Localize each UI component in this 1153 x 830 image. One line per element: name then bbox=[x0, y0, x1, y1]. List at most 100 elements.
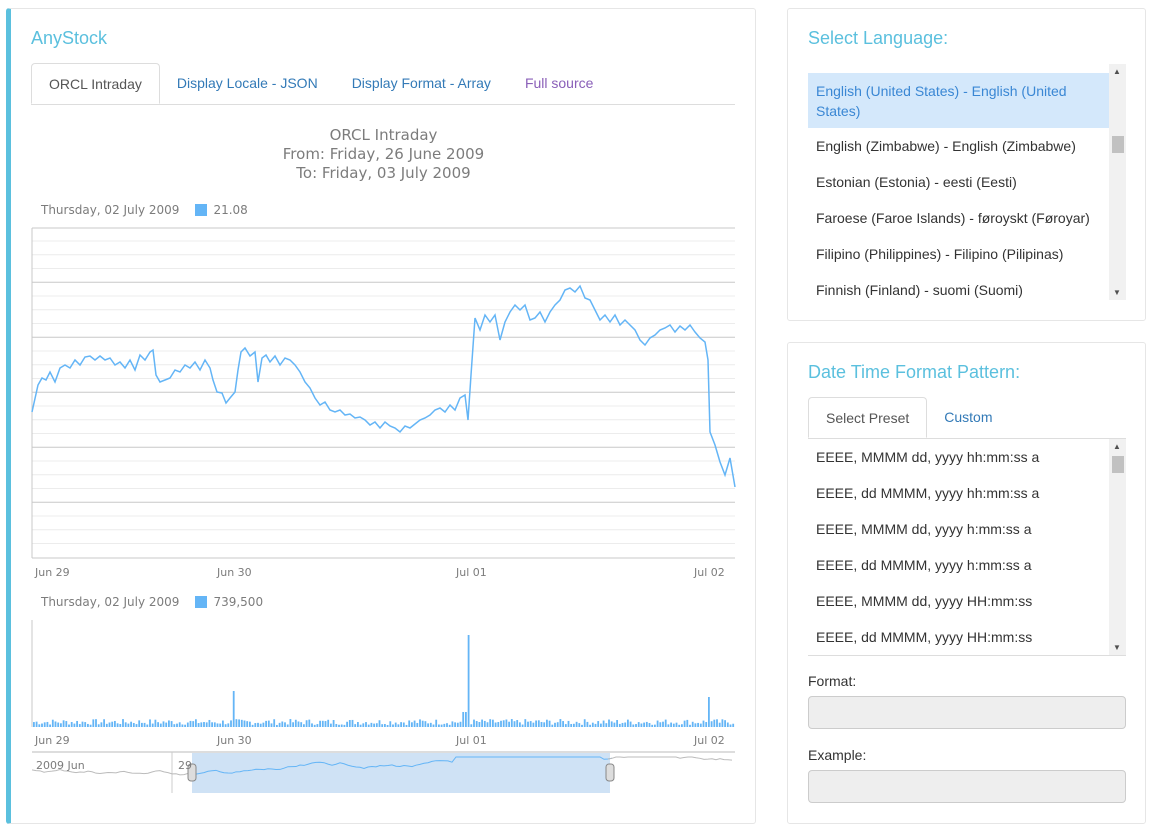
volume-bar bbox=[600, 723, 602, 727]
language-scrollbar[interactable]: ▲ ▼ bbox=[1109, 64, 1126, 300]
stock-chart[interactable] bbox=[0, 0, 760, 830]
volume-bar bbox=[473, 719, 475, 727]
volume-bar bbox=[392, 724, 394, 727]
volume-bar bbox=[367, 724, 370, 727]
tab-display-locale-json[interactable]: Display Locale - JSON bbox=[176, 75, 318, 91]
tab-full-source[interactable]: Full source bbox=[524, 75, 594, 91]
volume-bar bbox=[375, 723, 378, 727]
volume-bar bbox=[311, 723, 313, 727]
volume-bar bbox=[230, 720, 232, 727]
preset-option[interactable]: EEEE, dd MMMM, yyyy h:mm:ss a bbox=[816, 557, 1032, 573]
scroller-left-handle[interactable] bbox=[187, 763, 197, 782]
volume-bar bbox=[583, 719, 586, 727]
language-option[interactable]: Estonian (Estonia) - eesti (Eesti) bbox=[816, 174, 1017, 190]
volume-bar bbox=[581, 724, 583, 727]
volume-bar bbox=[594, 723, 597, 727]
volume-bar bbox=[257, 722, 259, 727]
language-option[interactable]: Faroese (Faroe Islands) - føroyskt (Føro… bbox=[816, 210, 1090, 226]
preset-option[interactable]: EEEE, MMMM dd, yyyy h:mm:ss a bbox=[816, 521, 1032, 537]
volume-bar bbox=[278, 722, 281, 727]
volume-bar bbox=[462, 712, 465, 727]
preset-listbox[interactable]: EEEE, MMMM dd, yyyy hh:mm:ss a EEEE, dd … bbox=[808, 439, 1126, 656]
volume-bar bbox=[365, 722, 367, 727]
volume-bar bbox=[378, 720, 381, 727]
scroll-down-icon[interactable]: ▼ bbox=[1113, 643, 1121, 652]
volume-bar bbox=[591, 722, 594, 727]
volume-bar bbox=[573, 723, 575, 727]
volume-bar bbox=[373, 723, 375, 727]
volume-bar bbox=[195, 719, 197, 727]
volume-bar bbox=[421, 720, 424, 727]
preset-option[interactable]: EEEE, MMMM dd, yyyy hh:mm:ss a bbox=[816, 449, 1040, 465]
volume-bar bbox=[35, 721, 38, 727]
volume-bar bbox=[159, 723, 162, 727]
scrollbar-thumb[interactable] bbox=[1112, 136, 1124, 153]
volume-bar bbox=[459, 721, 462, 727]
volume-bar bbox=[308, 719, 311, 727]
volume-bar bbox=[448, 724, 451, 727]
volume-bar bbox=[343, 724, 346, 727]
volume-bar bbox=[532, 722, 535, 727]
volume-bar bbox=[456, 722, 459, 727]
tab-display-format-array[interactable]: Display Format - Array bbox=[351, 75, 491, 91]
volume-bar bbox=[659, 722, 662, 727]
volume-bar bbox=[114, 720, 116, 727]
scroll-down-icon[interactable]: ▼ bbox=[1113, 288, 1121, 297]
scrollbar-thumb[interactable] bbox=[1112, 456, 1124, 473]
preset-scrollbar[interactable]: ▲ ▼ bbox=[1109, 439, 1126, 655]
format-input[interactable] bbox=[808, 696, 1126, 729]
volume-bar bbox=[138, 720, 141, 727]
volume-bar bbox=[243, 720, 246, 727]
volume-bar bbox=[389, 721, 392, 727]
scroll-up-icon[interactable]: ▲ bbox=[1113, 442, 1121, 451]
volume-bar bbox=[416, 722, 419, 727]
volume-bar bbox=[197, 723, 200, 727]
volume-bar bbox=[610, 721, 613, 727]
volume-bar bbox=[419, 719, 421, 727]
volume-bar bbox=[246, 721, 249, 727]
volume-bar bbox=[502, 720, 505, 727]
volume-bar bbox=[570, 723, 573, 727]
volume-bar bbox=[289, 719, 292, 727]
volume-bar bbox=[351, 719, 354, 727]
volume-bar bbox=[319, 720, 321, 727]
tab-custom[interactable]: Custom bbox=[944, 409, 993, 425]
volume-bar bbox=[702, 720, 705, 727]
volume-bar bbox=[184, 724, 186, 727]
example-label: Example: bbox=[808, 747, 867, 763]
volume-bar bbox=[348, 720, 351, 727]
scroll-up-icon[interactable]: ▲ bbox=[1113, 67, 1121, 76]
volume-bar bbox=[486, 722, 489, 727]
scroller-line-outside bbox=[607, 756, 733, 761]
tab-orcl-intraday[interactable]: ORCL Intraday bbox=[31, 63, 160, 104]
preset-option[interactable]: EEEE, dd MMMM, yyyy hh:mm:ss a bbox=[816, 485, 1040, 501]
volume-bar bbox=[529, 721, 532, 727]
volume-bar bbox=[249, 721, 251, 727]
volume-bar bbox=[124, 722, 127, 727]
volume-bar bbox=[286, 724, 289, 727]
tab-select-preset[interactable]: Select Preset bbox=[808, 397, 928, 438]
language-option[interactable]: English (United States) - English (Unite… bbox=[808, 73, 1109, 128]
language-option[interactable]: Finnish (Finland) - suomi (Suomi) bbox=[816, 282, 1023, 298]
language-option[interactable]: Filipino (Philippines) - Filipino (Pilip… bbox=[816, 246, 1064, 262]
language-option[interactable]: English (Zimbabwe) - English (Zimbabwe) bbox=[816, 138, 1076, 154]
scroller-right-handle[interactable] bbox=[605, 763, 615, 782]
volume-bar bbox=[321, 720, 324, 727]
x-tick: Jul 02 bbox=[694, 566, 725, 579]
preset-option[interactable]: EEEE, MMMM dd, yyyy HH:mm:ss bbox=[816, 593, 1033, 609]
language-listbox[interactable]: English (United States) - English (Unite… bbox=[808, 64, 1126, 300]
volume-bar bbox=[516, 720, 519, 727]
volume-bar bbox=[292, 722, 294, 727]
volume-bar bbox=[629, 721, 632, 727]
volume-bar bbox=[465, 712, 467, 727]
volume-bar bbox=[535, 720, 537, 727]
example-input[interactable] bbox=[808, 770, 1126, 803]
volume-bar bbox=[724, 720, 726, 727]
volume-bar bbox=[608, 719, 610, 727]
volume-bar bbox=[354, 724, 357, 727]
volume-bar bbox=[726, 722, 729, 727]
volume-bar bbox=[108, 722, 111, 727]
price-line bbox=[31, 284, 736, 488]
volume-bar bbox=[667, 724, 670, 727]
preset-option[interactable]: EEEE, dd MMMM, yyyy HH:mm:ss bbox=[816, 629, 1033, 645]
